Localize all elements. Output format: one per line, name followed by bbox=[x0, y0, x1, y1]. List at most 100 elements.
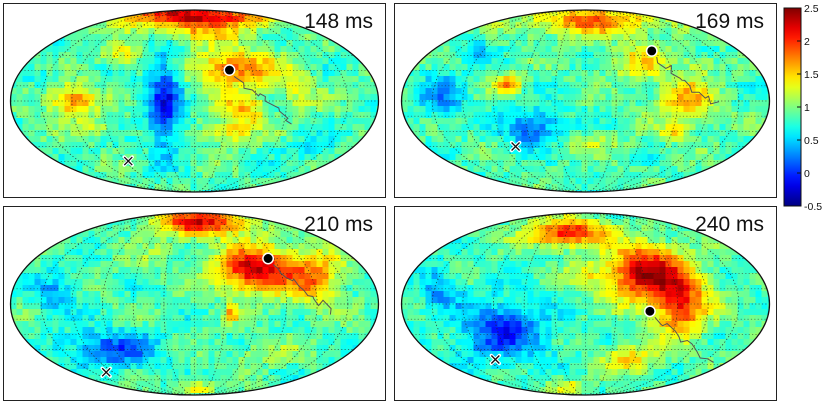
heatmap-cell bbox=[178, 94, 185, 101]
heatmap-cell bbox=[94, 88, 101, 95]
heatmap-cell bbox=[467, 76, 474, 83]
heatmap-cell bbox=[232, 321, 239, 328]
heatmap-cell bbox=[208, 285, 215, 292]
heatmap-cell bbox=[545, 28, 552, 35]
heatmap-cell bbox=[106, 34, 113, 41]
heatmap-cell bbox=[322, 166, 329, 173]
heatmap-cell bbox=[671, 70, 678, 77]
heatmap-cell bbox=[214, 375, 221, 382]
heatmap-cell bbox=[34, 52, 41, 59]
heatmap-cell bbox=[94, 40, 101, 47]
heatmap-cell bbox=[70, 58, 77, 65]
heatmap-cell bbox=[473, 160, 480, 167]
heatmap-cell bbox=[659, 76, 666, 83]
heatmap-cell bbox=[40, 76, 47, 83]
heatmap-cell bbox=[142, 184, 149, 191]
heatmap-cell bbox=[274, 321, 281, 328]
heatmap-cell bbox=[244, 118, 251, 125]
heatmap-cell bbox=[659, 160, 666, 167]
heatmap-cell bbox=[136, 58, 143, 65]
heatmap-cell bbox=[515, 88, 522, 95]
heatmap-cell bbox=[76, 100, 83, 107]
heatmap-cell bbox=[142, 285, 149, 292]
heatmap-cell bbox=[232, 70, 239, 77]
heatmap-cell bbox=[376, 94, 379, 101]
heatmap-cell bbox=[292, 94, 299, 101]
heatmap-cell bbox=[52, 106, 59, 113]
heatmap-cell bbox=[178, 249, 185, 256]
heatmap-cell bbox=[142, 327, 149, 334]
heatmap-cell bbox=[22, 321, 29, 328]
heatmap-cell bbox=[401, 70, 408, 77]
heatmap-cell bbox=[467, 118, 474, 125]
heatmap-cell bbox=[346, 76, 353, 83]
heatmap-cell bbox=[226, 285, 233, 292]
heatmap-cell bbox=[124, 249, 131, 256]
heatmap-cell bbox=[214, 273, 221, 280]
heatmap-cell bbox=[142, 357, 149, 364]
heatmap-cell bbox=[629, 106, 636, 113]
heatmap-cell bbox=[419, 64, 426, 71]
heatmap-cell bbox=[641, 148, 648, 155]
heatmap-cell bbox=[262, 106, 269, 113]
heatmap-cell bbox=[226, 345, 233, 352]
heatmap-cell bbox=[737, 58, 744, 65]
heatmap-cell bbox=[112, 40, 119, 47]
heatmap-cell bbox=[124, 375, 131, 382]
heatmap-cell bbox=[449, 52, 456, 59]
heatmap-cell bbox=[334, 339, 341, 346]
heatmap-cell bbox=[599, 40, 606, 47]
heatmap-cell bbox=[40, 279, 47, 286]
region-contour bbox=[234, 75, 292, 125]
heatmap-cell bbox=[737, 94, 744, 101]
heatmap-cell bbox=[64, 94, 71, 101]
heatmap-cell bbox=[76, 88, 83, 95]
heatmap-cell bbox=[88, 58, 95, 65]
heatmap-cell bbox=[112, 267, 119, 274]
heatmap-cell bbox=[22, 267, 29, 274]
heatmap-cell bbox=[58, 76, 65, 83]
heatmap-cell bbox=[256, 345, 263, 352]
heatmap-cell bbox=[683, 166, 690, 173]
heatmap-cell bbox=[316, 279, 323, 286]
heatmap-cell bbox=[238, 381, 245, 388]
heatmap-cell bbox=[160, 64, 167, 71]
heatmap-cell bbox=[40, 285, 47, 292]
heatmap-cell bbox=[551, 166, 558, 173]
heatmap-cell bbox=[268, 184, 275, 191]
heatmap-cell bbox=[623, 136, 630, 143]
heatmap-cell bbox=[160, 285, 167, 292]
heatmap-cell bbox=[100, 273, 107, 280]
heatmap-cell bbox=[647, 219, 654, 226]
heatmap-cell bbox=[238, 267, 245, 274]
heatmap-cell bbox=[40, 52, 47, 59]
heatmap-cell bbox=[431, 76, 438, 83]
heatmap-cell bbox=[34, 327, 41, 334]
heatmap-cell bbox=[322, 118, 329, 125]
heatmap-cell bbox=[569, 94, 576, 101]
heatmap-cell bbox=[629, 16, 636, 23]
heatmap-cell bbox=[226, 106, 233, 113]
heatmap-cell bbox=[256, 375, 263, 382]
heatmap-cell bbox=[755, 100, 762, 107]
heatmap-cell bbox=[190, 393, 197, 395]
heatmap-cell bbox=[743, 64, 750, 71]
heatmap-cell bbox=[503, 46, 510, 53]
heatmap-cell bbox=[214, 327, 221, 334]
heatmap-cell bbox=[244, 363, 251, 370]
heatmap-cell bbox=[340, 106, 347, 113]
heatmap-cell bbox=[485, 112, 492, 119]
heatmap-cell bbox=[587, 166, 594, 173]
heatmap-cell bbox=[677, 154, 684, 161]
heatmap-cell bbox=[16, 94, 23, 101]
heatmap-cell bbox=[575, 58, 582, 65]
heatmap-cell bbox=[268, 142, 275, 149]
heatmap-cell bbox=[76, 315, 83, 322]
heatmap-cell bbox=[617, 94, 624, 101]
heatmap-cell bbox=[226, 154, 233, 161]
heatmap-cell bbox=[304, 40, 311, 47]
heatmap-cell bbox=[70, 64, 77, 71]
heatmap-cell bbox=[112, 321, 119, 328]
heatmap-cell bbox=[611, 10, 618, 17]
heatmap-cell bbox=[292, 315, 299, 322]
